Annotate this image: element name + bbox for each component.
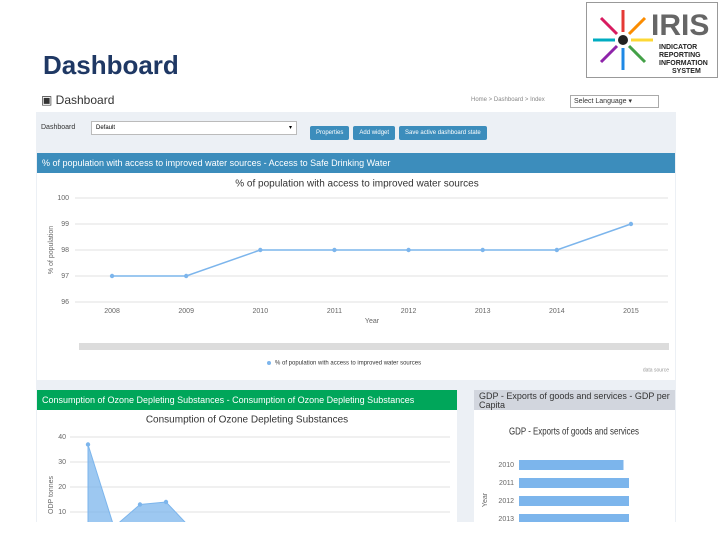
y-tick-label: 30	[58, 459, 66, 466]
crumb[interactable]: Dashboard	[493, 97, 524, 103]
language-text: Select Language	[574, 98, 627, 105]
credits: data source	[643, 367, 669, 373]
widget-chart: GDP - Exports of goods and services Year 2…	[482, 427, 639, 522]
logo-graphic: IRIS INDICATOR REPORTING INFORMATION SYS…	[593, 9, 709, 75]
x-tick-label: 2009	[178, 308, 194, 315]
bar	[519, 514, 629, 522]
crumb[interactable]: Index	[530, 97, 545, 103]
app-header: ▣ Dashboard Home > Dashboard > Index Sel…	[36, 90, 676, 112]
y-tick-label: 40	[58, 434, 66, 441]
widget-header: Consumption of Ozone Depleting Substance…	[37, 390, 457, 410]
scrollbar	[79, 343, 669, 350]
slide-title: Dashboard	[43, 50, 179, 80]
app-title: ▣ Dashboard	[41, 93, 115, 107]
chart-title: % of population with access to improved …	[235, 179, 478, 190]
logo-line: INFORMATION	[659, 60, 708, 67]
y-tick-label: 2011	[499, 480, 514, 487]
point	[628, 221, 634, 227]
point	[480, 247, 485, 253]
y-tick-label: 97	[61, 273, 69, 280]
logo-line: SYSTEM	[672, 68, 701, 75]
x-tick-label: 2015	[623, 308, 639, 315]
y-tick-label: 98	[61, 247, 69, 254]
logo-line: INDICATOR	[659, 44, 697, 51]
bar	[519, 460, 624, 470]
bar	[519, 478, 629, 488]
point	[332, 247, 337, 253]
chart-title: Consumption of Ozone Depleting Substance…	[146, 415, 348, 426]
crumb[interactable]: Home	[471, 97, 488, 103]
x-tick-label: 2010	[253, 308, 269, 315]
y-tick-label: 2010	[498, 462, 514, 469]
logo: IRIS INDICATOR REPORTING INFORMATION SYS…	[586, 2, 718, 78]
point	[137, 502, 143, 507]
widget: % of population with access to improved …	[37, 153, 675, 380]
y-tick-label: 100	[57, 195, 69, 202]
button[interactable]: Properties	[310, 126, 350, 140]
line-series	[112, 223, 632, 277]
y-tick-label: 2012	[498, 498, 514, 505]
button[interactable]: Add widget	[353, 126, 396, 140]
y-axis-label: Year	[482, 492, 489, 507]
logo-line: REPORTING	[659, 52, 701, 59]
y-tick-label: 96	[61, 299, 69, 306]
x-tick-label: 2011	[327, 308, 342, 315]
widget-header: % of population with access to improved …	[37, 153, 675, 173]
language-select[interactable]: Select Language ▾	[570, 95, 659, 108]
chart-title: GDP - Exports of goods and services	[509, 427, 639, 438]
dashboard-select[interactable]: Default ▾	[91, 121, 297, 135]
widget: GDP - Exports of goods and services - GD…	[474, 390, 675, 522]
toolbar-label: Dashboard	[41, 124, 76, 131]
x-tick-label: 2013	[475, 308, 491, 315]
toolbar-buttons: Properties Add widget Save active dashboar…	[310, 121, 491, 140]
y-axis-label: ODP tonnes	[48, 476, 55, 515]
widget-chart: % of population with access to improved …	[48, 179, 669, 374]
y-tick-label: 20	[58, 484, 66, 491]
point	[183, 273, 189, 279]
y-tick-label: 99	[61, 221, 69, 228]
button[interactable]: Save active dashboard state	[399, 126, 487, 140]
logo-name: IRIS	[651, 9, 709, 42]
bar	[519, 496, 629, 506]
y-axis-label: % of population	[48, 226, 55, 274]
widget: Consumption of Ozone Depleting Substance…	[37, 390, 457, 522]
screenshot: ▣ Dashboard Home > Dashboard > Index Sel…	[36, 90, 676, 522]
y-tick-label: 2013	[498, 516, 514, 522]
x-tick-label: 2014	[549, 308, 565, 315]
widget-chart: Consumption of Ozone Depleting Substance…	[48, 415, 450, 522]
x-tick-label: 2008	[104, 308, 120, 315]
x-tick-label: 2012	[401, 308, 417, 315]
legend-label: % of population with access to improved …	[275, 361, 421, 367]
select-text: Default	[96, 125, 116, 131]
point	[109, 273, 115, 279]
point	[554, 247, 560, 253]
x-axis-label: Year	[365, 318, 380, 325]
area-series	[87, 444, 186, 522]
point	[406, 247, 411, 253]
point	[163, 499, 169, 505]
legend-symbol	[267, 361, 271, 365]
app-title-text: Dashboard	[55, 93, 115, 107]
point	[85, 442, 91, 447]
breadcrumb: Home > Dashboard > Index	[471, 97, 545, 103]
point	[258, 247, 263, 253]
widget-header: GDP - Exports of goods and services - GD…	[474, 390, 675, 410]
y-tick-label: 10	[58, 509, 66, 516]
